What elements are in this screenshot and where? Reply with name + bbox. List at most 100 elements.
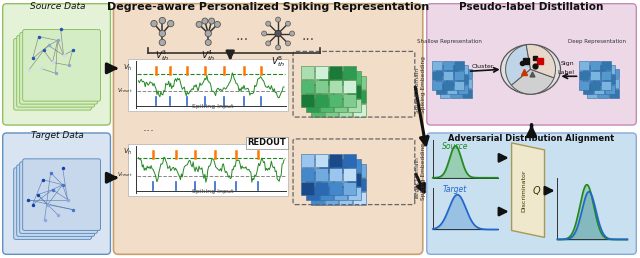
Bar bbox=[301, 168, 314, 181]
FancyBboxPatch shape bbox=[17, 36, 95, 107]
Circle shape bbox=[205, 39, 211, 45]
Bar bbox=[339, 104, 352, 117]
Bar bbox=[320, 99, 333, 112]
Bar bbox=[320, 159, 333, 172]
Bar bbox=[588, 89, 597, 98]
Circle shape bbox=[205, 30, 211, 37]
Bar bbox=[440, 79, 450, 88]
Bar bbox=[458, 65, 468, 74]
Bar bbox=[454, 71, 464, 80]
Bar bbox=[579, 61, 589, 70]
Bar bbox=[301, 154, 314, 167]
Bar bbox=[440, 89, 450, 98]
Bar bbox=[348, 99, 361, 112]
Bar bbox=[343, 182, 356, 195]
Bar bbox=[315, 182, 328, 195]
Bar bbox=[306, 159, 319, 172]
FancyBboxPatch shape bbox=[3, 4, 111, 125]
Bar bbox=[315, 66, 328, 79]
Bar bbox=[451, 79, 461, 88]
Bar bbox=[579, 71, 589, 80]
Text: Degree-aware Personalized Spiking Representation: Degree-aware Personalized Spiking Repres… bbox=[107, 2, 429, 12]
Bar bbox=[454, 61, 464, 70]
Bar bbox=[609, 69, 620, 78]
Bar bbox=[343, 80, 356, 93]
Text: Spiking Input: Spiking Input bbox=[193, 104, 234, 109]
Text: Label: Label bbox=[557, 70, 575, 75]
Bar bbox=[129, 144, 288, 196]
Text: ...: ... bbox=[142, 120, 154, 133]
Bar bbox=[343, 66, 356, 79]
FancyBboxPatch shape bbox=[427, 133, 636, 254]
Wedge shape bbox=[511, 69, 554, 94]
Circle shape bbox=[275, 30, 282, 37]
Bar bbox=[588, 69, 597, 78]
Circle shape bbox=[266, 41, 271, 46]
Text: ...: ... bbox=[236, 28, 249, 43]
Bar bbox=[353, 192, 366, 205]
Bar bbox=[443, 61, 452, 70]
Bar bbox=[609, 89, 620, 98]
Bar bbox=[325, 178, 338, 191]
Circle shape bbox=[285, 41, 291, 46]
Bar bbox=[602, 71, 611, 80]
Bar bbox=[315, 168, 328, 181]
Bar bbox=[311, 90, 324, 103]
Bar bbox=[353, 164, 366, 177]
Bar bbox=[461, 89, 472, 98]
Bar bbox=[348, 71, 361, 84]
Circle shape bbox=[196, 21, 202, 27]
Bar bbox=[343, 94, 356, 107]
Bar bbox=[598, 89, 609, 98]
Bar bbox=[584, 75, 593, 84]
Text: Q: Q bbox=[532, 186, 540, 196]
Bar bbox=[432, 81, 442, 90]
Bar bbox=[598, 69, 609, 78]
Text: Target: Target bbox=[443, 185, 467, 194]
Bar bbox=[353, 104, 366, 117]
Text: Pseudo-label Distillation: Pseudo-label Distillation bbox=[460, 2, 604, 12]
Bar bbox=[325, 192, 338, 205]
Text: Discriminator: Discriminator bbox=[521, 170, 526, 212]
Bar bbox=[443, 71, 452, 80]
Bar bbox=[348, 85, 361, 98]
FancyBboxPatch shape bbox=[20, 162, 97, 233]
Text: $V^4_{th}$: $V^4_{th}$ bbox=[201, 49, 216, 63]
Circle shape bbox=[202, 18, 208, 24]
Bar bbox=[343, 168, 356, 181]
Bar bbox=[595, 65, 604, 74]
Bar bbox=[602, 81, 611, 90]
Bar bbox=[325, 76, 338, 89]
Bar bbox=[334, 159, 347, 172]
Wedge shape bbox=[526, 44, 556, 78]
Text: Source: Source bbox=[442, 142, 468, 151]
Bar bbox=[436, 65, 445, 74]
Circle shape bbox=[214, 21, 220, 27]
Bar bbox=[339, 178, 352, 191]
Bar bbox=[339, 192, 352, 205]
Text: $V_h$: $V_h$ bbox=[123, 147, 132, 157]
Bar bbox=[311, 192, 324, 205]
Bar bbox=[311, 104, 324, 117]
Bar bbox=[605, 65, 615, 74]
Bar bbox=[595, 85, 604, 94]
Wedge shape bbox=[506, 45, 531, 85]
Text: ...: ... bbox=[301, 28, 315, 43]
Text: Target Data: Target Data bbox=[31, 131, 84, 140]
Text: $V_{reset}$: $V_{reset}$ bbox=[116, 86, 132, 95]
Bar bbox=[353, 90, 366, 103]
Bar bbox=[315, 94, 328, 107]
Bar bbox=[584, 65, 593, 74]
Bar bbox=[595, 75, 604, 84]
Bar bbox=[301, 182, 314, 195]
Text: REDOUT: REDOUT bbox=[248, 139, 287, 147]
Bar bbox=[320, 85, 333, 98]
Bar bbox=[591, 81, 600, 90]
Bar bbox=[602, 61, 611, 70]
Circle shape bbox=[159, 39, 166, 46]
Bar bbox=[311, 164, 324, 177]
Bar bbox=[325, 164, 338, 177]
Text: $V_h$: $V_h$ bbox=[123, 62, 132, 72]
Circle shape bbox=[168, 20, 174, 27]
Bar bbox=[320, 71, 333, 84]
